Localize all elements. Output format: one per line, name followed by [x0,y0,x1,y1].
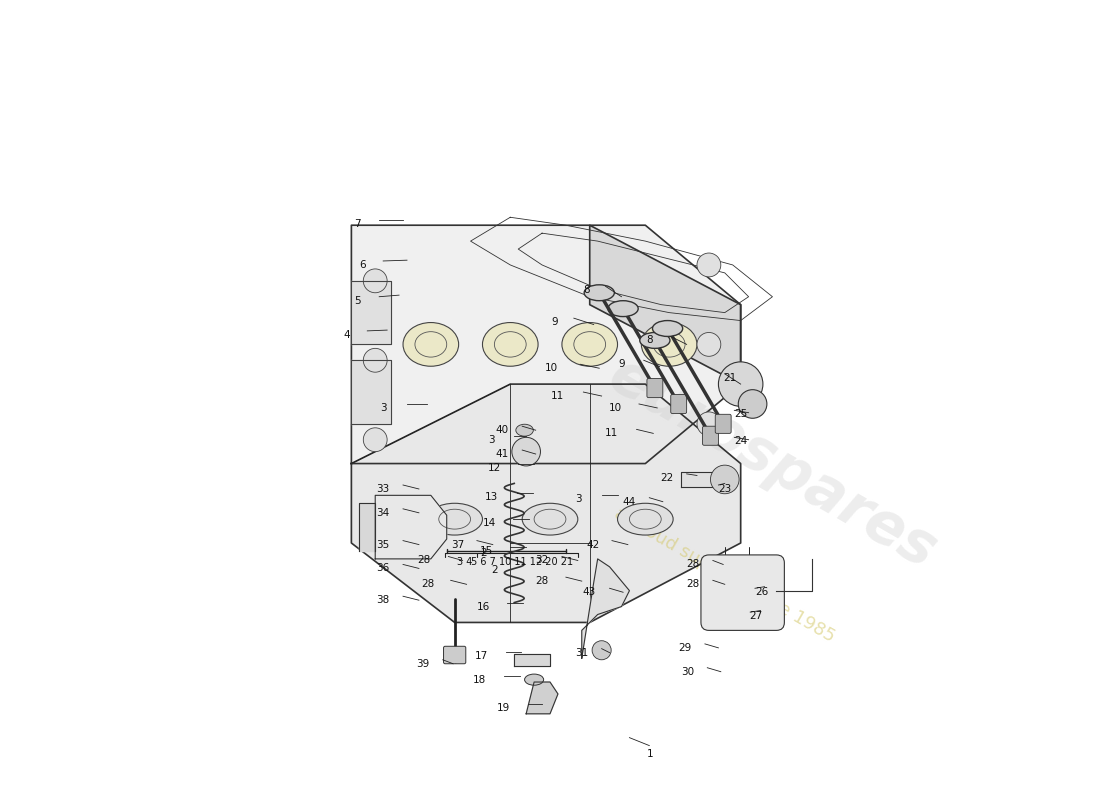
Text: eurospares: eurospares [598,346,946,581]
Text: 27: 27 [750,611,763,621]
FancyBboxPatch shape [715,414,732,434]
Ellipse shape [617,503,673,535]
Ellipse shape [483,322,538,366]
Text: 39: 39 [416,658,429,669]
Ellipse shape [652,321,683,337]
Text: 22: 22 [661,473,674,483]
FancyBboxPatch shape [701,555,784,630]
Text: 44: 44 [623,497,636,506]
Text: 3 4: 3 4 [458,558,473,567]
Text: 2: 2 [491,566,497,575]
Polygon shape [351,360,392,424]
Ellipse shape [403,322,459,366]
Polygon shape [351,226,740,463]
Circle shape [592,641,612,660]
Circle shape [711,465,739,494]
Circle shape [718,362,763,406]
Text: 43: 43 [583,587,596,598]
Text: 28: 28 [686,579,700,590]
Polygon shape [582,559,629,658]
Text: 32: 32 [536,555,549,566]
FancyBboxPatch shape [443,646,465,664]
Text: 8: 8 [647,335,653,346]
Ellipse shape [525,674,543,686]
Circle shape [363,428,387,452]
Text: 29: 29 [679,643,692,653]
Text: 19: 19 [497,703,510,714]
Text: 2: 2 [480,548,486,558]
Circle shape [512,438,540,466]
Ellipse shape [608,301,638,317]
Text: 36: 36 [376,563,389,574]
Text: 35: 35 [376,539,389,550]
Text: 40: 40 [496,425,508,435]
Text: 5: 5 [354,296,361,306]
Text: 34: 34 [376,508,389,518]
Text: 15: 15 [480,546,493,556]
Ellipse shape [641,322,697,366]
Ellipse shape [562,322,617,366]
FancyBboxPatch shape [671,394,686,414]
Text: 28: 28 [686,559,700,570]
Ellipse shape [522,503,578,535]
Text: 30: 30 [682,666,694,677]
Text: 3: 3 [381,403,387,413]
Ellipse shape [640,333,670,348]
Circle shape [697,333,720,356]
Text: 42: 42 [586,539,600,550]
Text: 1: 1 [647,749,653,758]
Text: a proud supplier since 1985: a proud supplier since 1985 [612,504,838,646]
Polygon shape [351,384,740,622]
Text: 33: 33 [376,484,389,494]
Polygon shape [590,226,740,384]
Ellipse shape [584,285,615,301]
Ellipse shape [427,503,483,535]
Circle shape [363,269,387,293]
Text: 9: 9 [619,359,626,370]
FancyBboxPatch shape [647,378,663,398]
Text: 31: 31 [575,648,589,658]
Text: 23: 23 [718,484,732,494]
Text: 13: 13 [485,492,498,502]
Text: 3: 3 [575,494,582,504]
Text: 41: 41 [495,449,508,459]
Polygon shape [681,471,733,487]
Text: 10: 10 [544,363,558,374]
Text: 7: 7 [354,218,361,229]
Circle shape [697,253,720,277]
Circle shape [697,412,720,436]
Text: 18: 18 [473,674,486,685]
Text: 11: 11 [605,428,618,438]
Text: 12: 12 [487,462,500,473]
Circle shape [363,348,387,372]
Polygon shape [375,495,447,559]
Text: 5 6 7 10 11 12 20 21: 5 6 7 10 11 12 20 21 [471,558,573,567]
Ellipse shape [516,424,534,436]
Text: 25: 25 [734,410,747,419]
Text: 3: 3 [487,434,494,445]
Text: 17: 17 [475,651,488,661]
Text: 6: 6 [359,260,365,270]
Text: 26: 26 [756,587,769,598]
Text: 24: 24 [734,436,747,446]
Text: 38: 38 [376,595,389,605]
Text: 21: 21 [724,373,737,382]
Circle shape [738,390,767,418]
Text: 28: 28 [421,579,434,590]
Text: 37: 37 [451,539,464,550]
Polygon shape [526,682,558,714]
Text: 28: 28 [418,555,431,566]
Text: 28: 28 [536,576,549,586]
Text: 10: 10 [608,403,622,413]
Polygon shape [515,654,550,666]
Text: 4: 4 [343,330,350,340]
Text: 8: 8 [583,286,590,295]
Text: 9: 9 [551,317,558,327]
Text: 16: 16 [476,602,490,611]
FancyBboxPatch shape [703,426,718,446]
Polygon shape [360,503,375,551]
Text: 11: 11 [551,391,564,401]
Text: 14: 14 [483,518,496,528]
Polygon shape [351,281,392,344]
